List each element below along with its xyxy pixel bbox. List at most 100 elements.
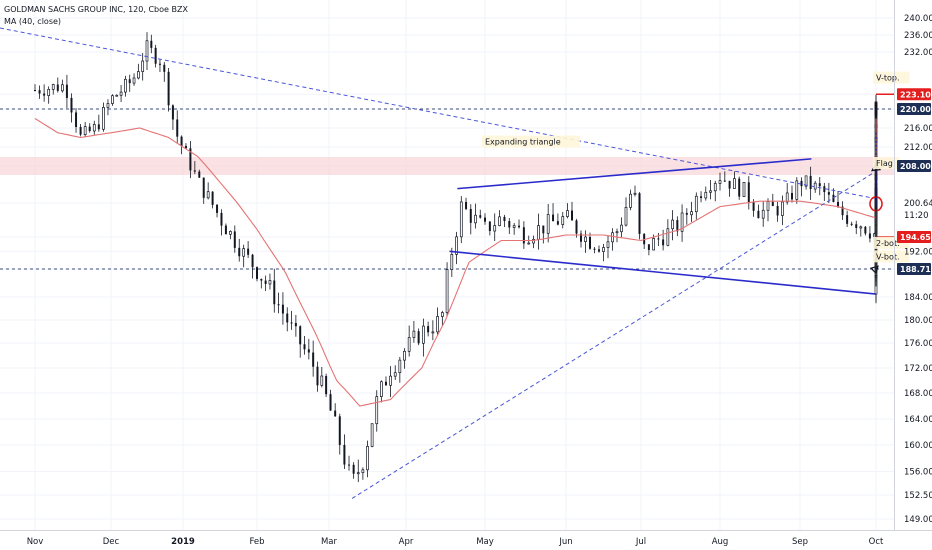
candle-173 [827,182,830,204]
candle-175 [837,190,839,209]
candle-96 [465,197,468,211]
candle-83 [403,348,406,369]
price-badge-0 [897,103,931,115]
candle-89 [431,320,435,341]
candle-52 [264,275,267,292]
candle-128 [615,228,619,243]
candle-23 [137,63,140,80]
candle-146 [700,191,703,203]
candle-100 [484,213,486,225]
candle-101 [488,220,491,236]
candle-129 [620,217,623,238]
candle-31 [171,104,174,130]
candle-0 [34,84,36,92]
candle-141 [676,216,679,237]
candle-160 [766,198,770,222]
candle-47 [242,244,246,268]
candle-44 [229,230,232,240]
price-badge-label-1: 188.71 [900,265,931,274]
candle-25 [145,32,149,71]
candle-156 [747,176,750,210]
price-axis: 149.00 152.50 156.00 160.00 164.00 168.00 172.… [894,0,932,530]
candle-7 [65,74,68,109]
x-tick-7: Jun [558,537,572,547]
candle-149 [713,180,717,202]
y-tick-15: 212.00 [904,143,932,153]
price-badge-2 [897,160,931,172]
candle-35 [189,140,192,179]
candle-62 [307,338,310,360]
y-tick-9: 184.00 [904,293,932,303]
candle-162 [776,202,779,222]
candle-171 [818,177,821,196]
candle-68 [334,403,337,417]
candle-138 [662,229,665,251]
candle-49 [251,253,254,279]
annotation-bg-2 [873,157,900,169]
candle-121 [584,230,587,253]
descending-trendline [0,27,877,200]
annotation-0: Expanding triangle [485,138,561,147]
candle-92 [445,262,449,317]
x-tick-2: 2019 [171,537,195,547]
candle-80 [389,366,392,398]
candle-18 [115,94,119,97]
y-tick-6: 172.00 [904,364,932,374]
candle-33 [180,135,183,155]
candle-158 [757,204,760,219]
candle-116 [561,211,565,229]
candle-91 [440,310,444,326]
candle-38 [202,177,205,204]
candle-70 [343,434,346,470]
candle-113 [546,203,550,243]
candle-168 [804,175,808,190]
x-tick-8: Jul [635,537,646,547]
candle-178 [850,221,853,227]
candle-37 [198,169,201,179]
annotation-bg-3 [873,250,910,263]
candle-75 [366,440,369,478]
candle-181 [864,225,867,236]
candle-71 [348,455,351,471]
candle-115 [556,213,559,226]
candle-29 [163,62,166,82]
countdown-label: 11:20 [904,211,929,221]
candle-179 [855,220,858,235]
zone-layer [0,157,894,175]
candle-4 [51,83,55,95]
y-tick-4: 164.00 [904,415,932,425]
candle-144 [690,201,693,222]
candle-110 [532,235,535,249]
legend-ma: MA (40, close) [4,17,62,26]
candle-36 [193,161,196,175]
candle-41 [216,204,219,218]
x-tick-10: Sep [792,537,808,547]
y-tick-3: 160.00 [904,441,932,451]
candle-172 [823,182,826,202]
candle-28 [158,59,161,72]
candle-17 [111,94,114,106]
candle-117 [566,203,569,219]
x-tick-6: May [476,537,494,547]
candle-169 [809,166,812,200]
candle-64 [316,361,319,392]
x-tick-4: Mar [321,537,338,547]
candle-13 [92,120,96,135]
candle-127 [611,228,614,251]
candle-142 [680,204,684,242]
candle-93 [450,247,454,277]
price-badge-3 [897,88,931,101]
candle-77 [375,390,379,432]
candle-32 [176,110,179,143]
price-badge-4 [897,231,931,243]
candle-34 [184,143,187,149]
candle-12 [88,123,91,133]
candle-60 [299,325,302,358]
y-tick-2: 156.00 [904,468,932,478]
candle-180 [859,225,863,237]
candle-166 [795,177,799,204]
candle-155 [742,182,746,197]
candle-61 [303,335,306,355]
candle-24 [141,53,145,81]
candle-151 [723,171,726,182]
